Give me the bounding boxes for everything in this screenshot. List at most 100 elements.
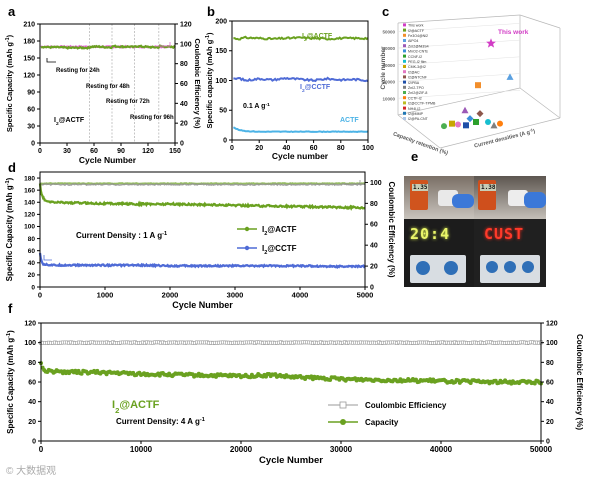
panel-b-ylabel: Specific capacity (mAh g-1) bbox=[205, 32, 214, 128]
battery-cell bbox=[508, 190, 528, 206]
battery-cell bbox=[416, 261, 430, 275]
panel-a-y-tick-label: 60 bbox=[27, 106, 35, 113]
glove-hand bbox=[452, 194, 474, 208]
panel-d-y2-tick-label: 40 bbox=[370, 243, 378, 250]
photo-multimeter-right: 1.38 bbox=[474, 176, 546, 219]
panel-b-letter: b bbox=[207, 4, 215, 19]
panel-b-x-tick-label: 100 bbox=[362, 145, 374, 152]
panel-f-y2-tick-label: 20 bbox=[546, 419, 554, 426]
legend-label: PEG-I2 film bbox=[408, 60, 426, 64]
panel-f-y-tick-label: 80 bbox=[28, 360, 36, 367]
photo-multimeter-left: 1.35 bbox=[404, 176, 474, 219]
panel-a-y2-tick-label: 20 bbox=[180, 121, 188, 128]
legend-marker-ce bbox=[339, 401, 347, 409]
legend-label-capacity: Capacity bbox=[365, 418, 399, 427]
series-ce-cctf bbox=[39, 182, 365, 187]
led-display: 20:4 bbox=[410, 225, 451, 243]
axis-indicator-arrow bbox=[43, 196, 52, 202]
legend-label: Fe3O4@Ni2 bbox=[408, 34, 428, 38]
scatter-point-square bbox=[463, 122, 469, 129]
panel-a-y-tick-label: 90 bbox=[27, 89, 35, 96]
panel-f-x-tick-label: 0 bbox=[39, 445, 44, 454]
panel-d-y-tick-label: 160 bbox=[24, 187, 35, 194]
legend-marker bbox=[403, 23, 406, 27]
legend-label: AlPO4 bbox=[408, 39, 418, 43]
axis-indicator-arrow bbox=[155, 42, 171, 47]
box-floor-right bbox=[519, 87, 561, 119]
legend-label: NH4I-I2 bbox=[408, 107, 420, 111]
panel-a-x-tick-label: 120 bbox=[142, 148, 154, 155]
panel-d-frame bbox=[39, 171, 366, 288]
panel-d-y-tick-label: 20 bbox=[28, 272, 36, 279]
legend-label: This work bbox=[408, 24, 424, 28]
legend-marker bbox=[403, 70, 406, 74]
panel-a-y-tick-label: 180 bbox=[23, 38, 35, 45]
legend-marker bbox=[403, 44, 406, 48]
legend-marker bbox=[403, 39, 406, 42]
panel-f-ylabel: Specific Capacity (mAh g-1) bbox=[6, 330, 15, 434]
legend-marker bbox=[403, 101, 406, 105]
scatter-point-triangle bbox=[490, 121, 498, 129]
series-capacity-line bbox=[40, 44, 176, 50]
panel-d-y2-tick-label: 0 bbox=[370, 284, 374, 291]
panel-b-xlabel: Cycle number bbox=[272, 151, 329, 161]
panel-a-annotation: Resting for 72h bbox=[106, 99, 150, 105]
panel-a-annotation: Resting for 48h bbox=[86, 84, 130, 90]
panel-f-xlabel: Cycle Number bbox=[259, 455, 323, 466]
panel-a-ylabel2: Coulombic Efficiency (%) bbox=[193, 38, 202, 129]
panel-f-x-tick-label: 30000 bbox=[330, 445, 353, 454]
glove-hand bbox=[524, 192, 546, 208]
panel-d-x-tick-label: 4000 bbox=[292, 291, 309, 300]
panel-b-y-tick-label: 200 bbox=[215, 18, 227, 25]
panel-a-y2-tick-label: 100 bbox=[180, 41, 192, 48]
series-label-actf: I2@ACTF bbox=[302, 33, 333, 43]
box-top-right bbox=[519, 14, 561, 29]
panel-d-y-tick-label: 40 bbox=[28, 260, 36, 267]
panel-d-y-tick-label: 140 bbox=[24, 200, 35, 207]
panel-d-letter: d bbox=[8, 160, 16, 175]
panel-c-ylabel: Current densities (A g-1) bbox=[473, 128, 536, 150]
panel-a-y-tick-label: 210 bbox=[23, 21, 35, 28]
legend-label: I2@ACTF bbox=[408, 29, 425, 33]
panel-b-x-tick-label: 20 bbox=[255, 145, 263, 152]
multimeter-display: 1.35 bbox=[412, 184, 429, 191]
panel-d-y-tick-label: 60 bbox=[28, 248, 36, 255]
gridline bbox=[397, 73, 521, 82]
legend-marker bbox=[403, 54, 406, 58]
legend-marker bbox=[403, 111, 406, 115]
panel-b-y-tick-label: 0 bbox=[223, 137, 227, 144]
legend-marker bbox=[403, 75, 406, 79]
legend-label: I2@NTCNF bbox=[408, 76, 428, 80]
series-label-actf-bare: ACTF bbox=[340, 117, 359, 124]
series-label-cctf: I2@CCTF bbox=[300, 84, 331, 94]
gridline bbox=[397, 56, 521, 66]
series-capacity-cctf bbox=[38, 252, 366, 270]
battery-cell bbox=[522, 261, 534, 273]
panel-a-y2-tick-label: 0 bbox=[180, 140, 184, 147]
panel-d-ylabel2: Coulombic Efficiency (%) bbox=[387, 181, 396, 277]
panel-d-y2-tick-label: 60 bbox=[370, 222, 378, 229]
series-line-1 bbox=[233, 76, 369, 83]
panel-d-y-tick-label: 80 bbox=[28, 236, 36, 243]
series-line-0 bbox=[233, 35, 369, 41]
panel-c-xlabel: Capacity retention (%) bbox=[392, 131, 449, 157]
battery-cell bbox=[486, 261, 498, 273]
legend-marker bbox=[403, 28, 406, 32]
panel-a-x-tick-label: 30 bbox=[63, 148, 71, 155]
legend-label: ZnI2@ZIF-8 bbox=[408, 91, 427, 95]
battery-cell bbox=[444, 261, 458, 275]
panel-a-annotation: Resting for 96h bbox=[130, 115, 174, 121]
scatter-point-diamond bbox=[476, 110, 484, 118]
axis-indicator-arrow bbox=[345, 180, 361, 185]
legend-label: I2@PA-CNT bbox=[408, 117, 429, 121]
scatter-point-diamond bbox=[466, 115, 474, 123]
box-floor-back bbox=[397, 87, 521, 116]
panel-d-x-tick-label: 1000 bbox=[97, 291, 114, 300]
legend-marker bbox=[403, 80, 406, 84]
gridline bbox=[397, 90, 521, 99]
scatter-point-square bbox=[473, 118, 479, 125]
scatter-point-circle bbox=[485, 118, 491, 125]
panel-a-xlabel: Cycle Number bbox=[79, 155, 137, 165]
panel-f-y2-tick-label: 120 bbox=[546, 320, 558, 327]
panel-f-y-tick-label: 60 bbox=[28, 379, 36, 386]
